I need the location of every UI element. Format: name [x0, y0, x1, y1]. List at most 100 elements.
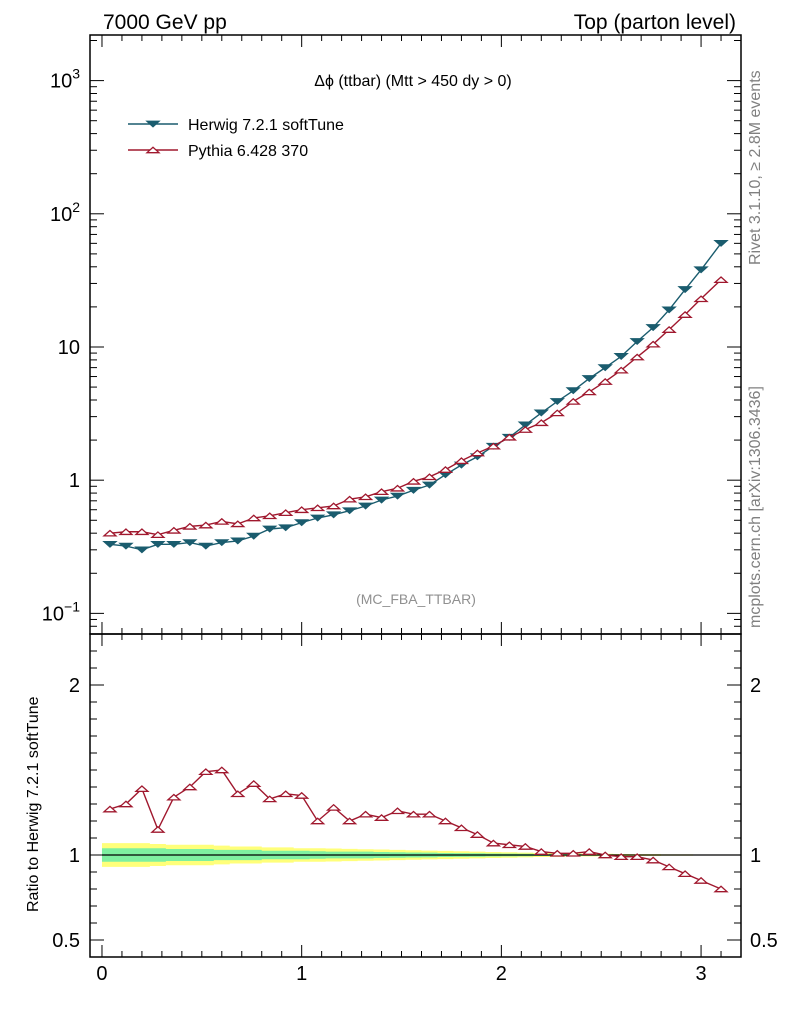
- tick-label-exponent: −1: [64, 598, 80, 614]
- data-point-pythia: [293, 506, 310, 514]
- ratio-data-point: [389, 807, 406, 815]
- ratio-data-point: [549, 849, 565, 857]
- ratio-data-point: [325, 803, 342, 811]
- main-y-tick-label: 103: [50, 66, 80, 93]
- main-y-tick-label: 10: [58, 337, 80, 359]
- ratio-data-point: [597, 851, 613, 859]
- data-point-pythia: [373, 488, 390, 496]
- data-point-herwig: [645, 324, 661, 332]
- legend-marker-herwig: [145, 120, 161, 128]
- legend-entry-herwig: Herwig 7.2.1 softTune: [128, 117, 344, 134]
- ratio-data-point: [357, 810, 374, 818]
- data-point-pythia: [246, 514, 262, 522]
- ratio-y-tick-label-right: 2: [750, 675, 761, 697]
- ratio-data-point: [134, 785, 150, 793]
- data-point-herwig: [278, 524, 294, 532]
- data-point-herwig: [597, 364, 613, 372]
- ratio-data-point: [713, 885, 729, 893]
- ratio-y-tick-label-right: 1: [750, 845, 761, 867]
- analysis-watermark: (MC_FBA_TTBAR): [356, 591, 476, 607]
- data-point-pythia: [214, 517, 230, 525]
- ratio-data-point: [629, 853, 645, 861]
- data-point-herwig: [533, 409, 550, 417]
- data-point-pythia: [549, 409, 565, 417]
- tick-label-base: 10: [50, 204, 72, 226]
- data-point-pythia: [469, 449, 486, 457]
- ratio-data-point: [693, 876, 709, 884]
- mcplots-label: mcplots.cern.ch [arXiv:1306.3436]: [747, 386, 764, 628]
- data-point-pythia: [309, 504, 326, 512]
- ratio-data-point: [613, 853, 629, 861]
- data-point-pythia: [341, 495, 358, 503]
- ratio-y-axis-label: Ratio to Herwig 7.2.1 softTune: [25, 696, 42, 912]
- ratio-data-point: [246, 780, 262, 787]
- tick-label-base: 10: [42, 603, 64, 625]
- data-point-herwig: [182, 539, 198, 547]
- plot-title: Δϕ (ttbar) (Mtt > 450 dy > 0): [314, 73, 512, 90]
- data-point-herwig: [230, 537, 246, 545]
- legend-label-herwig: Herwig 7.2.1 softTune: [188, 117, 344, 134]
- data-point-pythia: [389, 484, 406, 492]
- data-point-pythia: [437, 466, 454, 473]
- data-point-pythia: [613, 366, 629, 374]
- data-point-pythia: [357, 493, 374, 501]
- data-point-pythia: [325, 502, 342, 510]
- ratio-data-point: [102, 805, 118, 813]
- ratio-plot-frame: [89, 633, 742, 958]
- ratio-data-point: [421, 810, 438, 818]
- data-point-herwig: [373, 496, 390, 504]
- ratio-x-tick-label: 1: [296, 963, 307, 985]
- data-point-pythia: [645, 340, 661, 348]
- ratio-data-point: [278, 790, 294, 798]
- ratio-data-point: [118, 800, 134, 808]
- ratio-data-point: [469, 831, 486, 838]
- data-point-herwig: [134, 546, 150, 554]
- tick-label-base: 10: [50, 71, 72, 93]
- ratio-x-tick-label: 2: [496, 963, 507, 985]
- ratio-data-point: [262, 795, 278, 803]
- data-point-herwig: [293, 519, 310, 527]
- ratio-data-point: [677, 870, 693, 878]
- data-point-herwig: [713, 239, 729, 247]
- data-point-pythia: [405, 477, 422, 485]
- data-point-herwig: [118, 542, 134, 550]
- ratio-data-point: [214, 766, 230, 774]
- ratio-data-point: [581, 848, 597, 855]
- data-point-pythia: [134, 528, 150, 536]
- main-y-tick-label: 1: [69, 470, 80, 492]
- data-point-herwig: [357, 502, 374, 510]
- legend: Herwig 7.2.1 softTune Pythia 6.428 370: [128, 117, 344, 160]
- ratio-data-point: [198, 768, 214, 776]
- series-line-herwig: [109, 242, 722, 551]
- data-point-pythia: [713, 276, 729, 284]
- ratio-data-point: [661, 863, 677, 871]
- data-point-herwig: [309, 514, 326, 522]
- header-left: 7000 GeV pp: [103, 11, 227, 34]
- ratio-data-point: [293, 791, 310, 799]
- data-point-pythia: [278, 509, 294, 517]
- ratio-data-point: [645, 856, 661, 864]
- data-point-pythia: [629, 353, 645, 361]
- data-point-herwig: [629, 338, 645, 346]
- data-point-pythia: [230, 520, 246, 528]
- ratio-y-tick-label: 1: [69, 845, 80, 867]
- data-point-herwig: [214, 539, 230, 547]
- ratio-data-point: [501, 841, 518, 849]
- legend-entry-pythia: Pythia 6.428 370: [128, 143, 308, 160]
- ratio-x-tick-label: 0: [96, 963, 107, 985]
- data-point-herwig: [341, 507, 358, 515]
- ratio-x-tick-label: 3: [695, 963, 706, 985]
- ratio-y-tick-label: 0.5: [52, 930, 80, 952]
- ratio-data-point: [373, 814, 390, 821]
- rivet-label: Rivet 3.1.10, ≥ 2.8M events: [747, 70, 764, 265]
- data-point-herwig: [246, 532, 262, 540]
- legend-marker-pythia: [145, 146, 161, 154]
- ratio-data-point: [309, 817, 326, 825]
- ratio-data-point: [437, 817, 454, 825]
- data-point-herwig: [150, 540, 166, 548]
- data-point-pythia: [661, 326, 677, 333]
- ratio-data-point: [166, 793, 182, 801]
- data-point-herwig: [581, 375, 597, 383]
- ratio-data-point: [341, 817, 358, 825]
